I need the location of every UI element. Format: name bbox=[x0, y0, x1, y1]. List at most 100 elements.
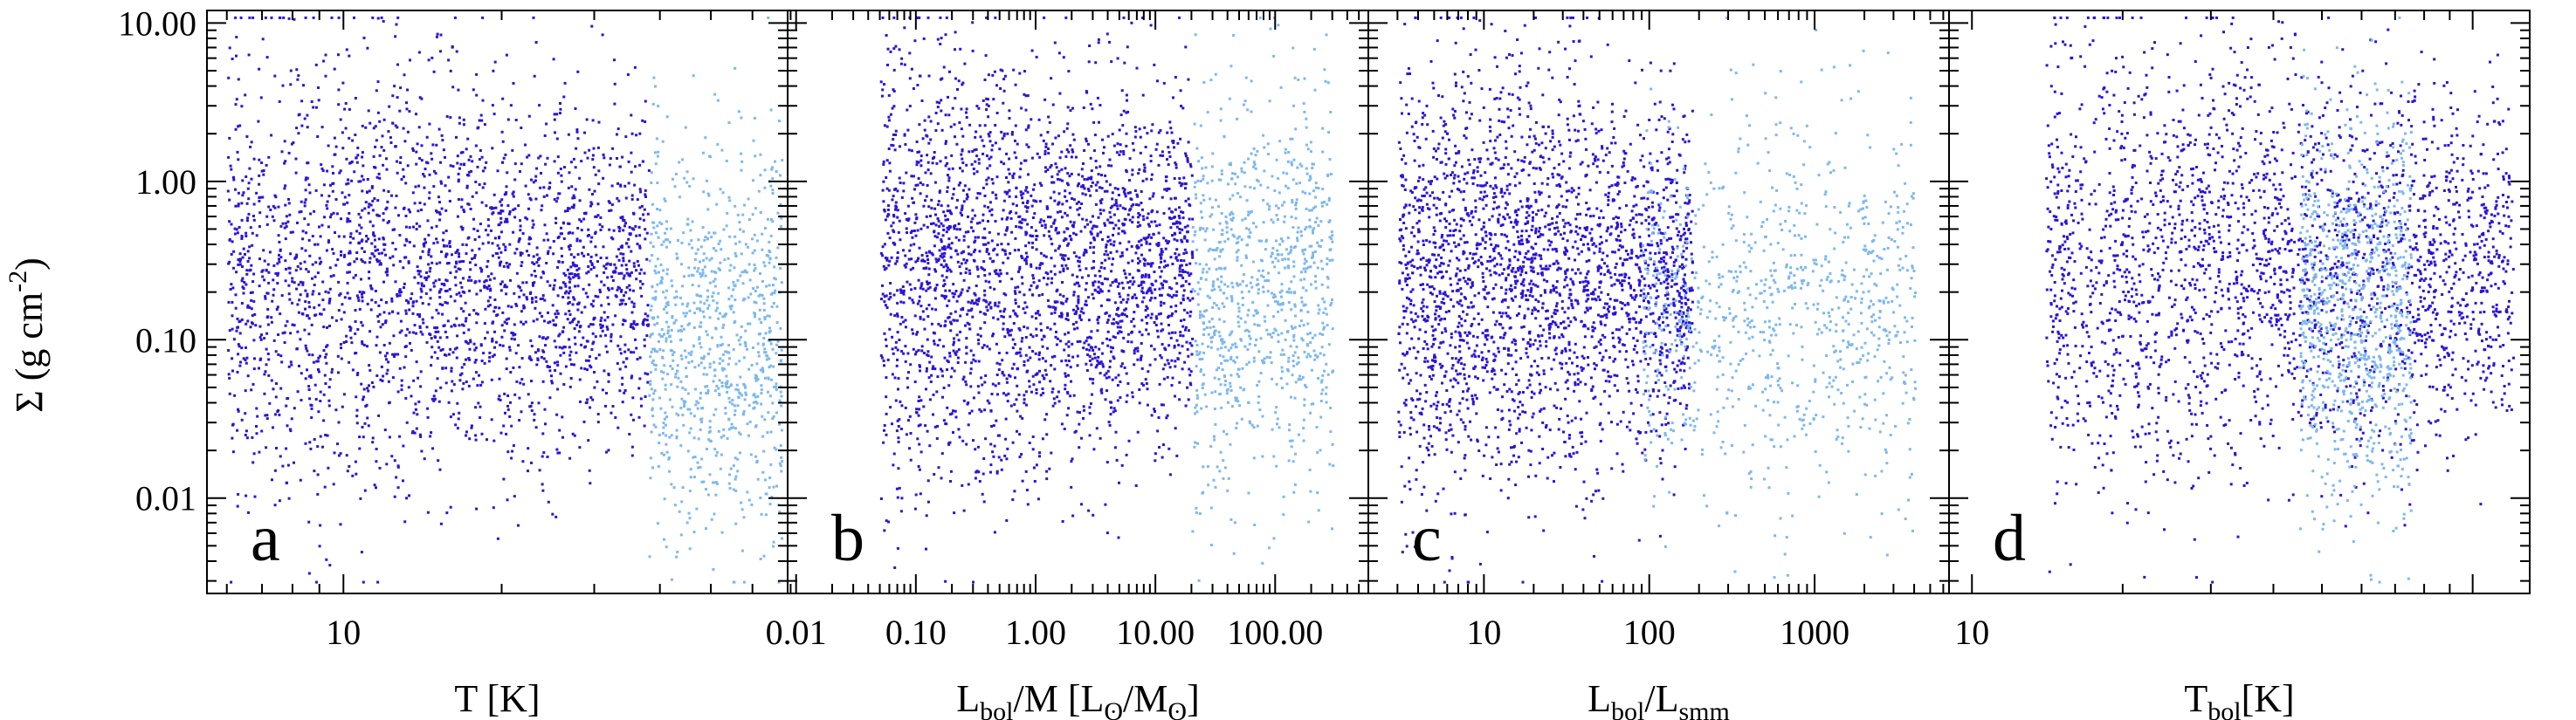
data-point bbox=[666, 303, 670, 306]
data-point bbox=[574, 264, 577, 268]
data-point bbox=[1030, 390, 1033, 394]
data-point bbox=[688, 431, 692, 435]
data-point bbox=[651, 398, 655, 401]
data-point bbox=[320, 167, 324, 170]
data-point bbox=[289, 360, 293, 364]
data-point bbox=[568, 243, 572, 247]
data-point bbox=[1105, 278, 1109, 281]
data-point bbox=[568, 207, 571, 210]
data-point bbox=[580, 343, 583, 346]
data-point bbox=[573, 273, 576, 276]
data-point bbox=[736, 404, 740, 408]
data-point bbox=[508, 263, 512, 266]
data-point bbox=[564, 285, 568, 288]
data-point bbox=[752, 394, 755, 397]
data-point bbox=[684, 400, 687, 403]
data-point bbox=[996, 232, 1000, 236]
data-point bbox=[545, 360, 548, 363]
data-point bbox=[411, 147, 415, 150]
data-point bbox=[381, 134, 384, 138]
data-point bbox=[430, 355, 433, 359]
data-point bbox=[949, 256, 953, 259]
data-point bbox=[561, 255, 563, 257]
data-point bbox=[656, 350, 659, 353]
data-point bbox=[894, 201, 898, 204]
data-point bbox=[556, 171, 560, 175]
data-point bbox=[307, 572, 311, 575]
data-point bbox=[644, 189, 647, 192]
data-point bbox=[744, 342, 747, 346]
data-point bbox=[256, 415, 259, 418]
data-point bbox=[1011, 498, 1015, 501]
data-point bbox=[313, 209, 316, 213]
data-point bbox=[1122, 190, 1126, 194]
data-point bbox=[480, 381, 484, 384]
data-point bbox=[554, 515, 558, 518]
data-point bbox=[726, 380, 729, 383]
data-point bbox=[1053, 41, 1057, 45]
data-point bbox=[282, 16, 286, 19]
data-point bbox=[290, 363, 293, 367]
data-point bbox=[265, 363, 268, 367]
data-point bbox=[961, 439, 965, 442]
data-point bbox=[610, 333, 613, 336]
data-point bbox=[1109, 284, 1112, 287]
data-point bbox=[525, 281, 528, 285]
data-point bbox=[620, 244, 623, 248]
data-point bbox=[1183, 248, 1187, 251]
data-point bbox=[1092, 513, 1095, 517]
data-point bbox=[479, 344, 483, 347]
data-point bbox=[1063, 428, 1066, 430]
data-point bbox=[1097, 361, 1100, 364]
y-axis-title-suffix: ) bbox=[8, 257, 51, 271]
data-point bbox=[287, 197, 290, 201]
data-point bbox=[286, 424, 289, 428]
data-point bbox=[706, 373, 709, 376]
data-point bbox=[1111, 378, 1114, 381]
data-point bbox=[676, 385, 679, 388]
data-point bbox=[1177, 215, 1181, 217]
data-point bbox=[568, 301, 571, 304]
data-point bbox=[1012, 68, 1016, 72]
data-point bbox=[918, 364, 921, 367]
data-point bbox=[336, 442, 339, 446]
data-point bbox=[1124, 195, 1127, 198]
data-point bbox=[949, 312, 953, 315]
data-point bbox=[437, 459, 440, 463]
data-point bbox=[472, 309, 476, 312]
data-point bbox=[605, 392, 608, 394]
data-point bbox=[258, 195, 262, 199]
data-point bbox=[390, 297, 394, 300]
data-point bbox=[1082, 416, 1085, 420]
data-point bbox=[361, 247, 364, 250]
data-point bbox=[1009, 210, 1013, 213]
data-point bbox=[689, 427, 692, 430]
data-point bbox=[699, 391, 703, 394]
data-point bbox=[231, 369, 234, 373]
data-point bbox=[932, 331, 935, 334]
data-point bbox=[1089, 230, 1092, 234]
data-point bbox=[1099, 436, 1102, 440]
data-point bbox=[1058, 314, 1061, 318]
data-point bbox=[407, 301, 410, 305]
data-point bbox=[427, 263, 430, 266]
data-point bbox=[1112, 335, 1115, 339]
data-point bbox=[635, 234, 638, 237]
data-point bbox=[237, 78, 240, 81]
data-point bbox=[898, 48, 901, 51]
data-point bbox=[1092, 297, 1095, 300]
data-point bbox=[307, 385, 311, 388]
data-point bbox=[301, 237, 305, 241]
data-point bbox=[991, 450, 995, 454]
data-point bbox=[738, 221, 741, 224]
data-point bbox=[316, 271, 320, 275]
data-point bbox=[1064, 317, 1068, 320]
data-point bbox=[552, 288, 555, 291]
data-point bbox=[380, 365, 383, 368]
data-point bbox=[694, 387, 697, 391]
data-point bbox=[512, 208, 515, 211]
data-point bbox=[677, 329, 680, 333]
data-point bbox=[325, 249, 328, 252]
data-point bbox=[501, 97, 505, 100]
data-point bbox=[1139, 223, 1142, 227]
